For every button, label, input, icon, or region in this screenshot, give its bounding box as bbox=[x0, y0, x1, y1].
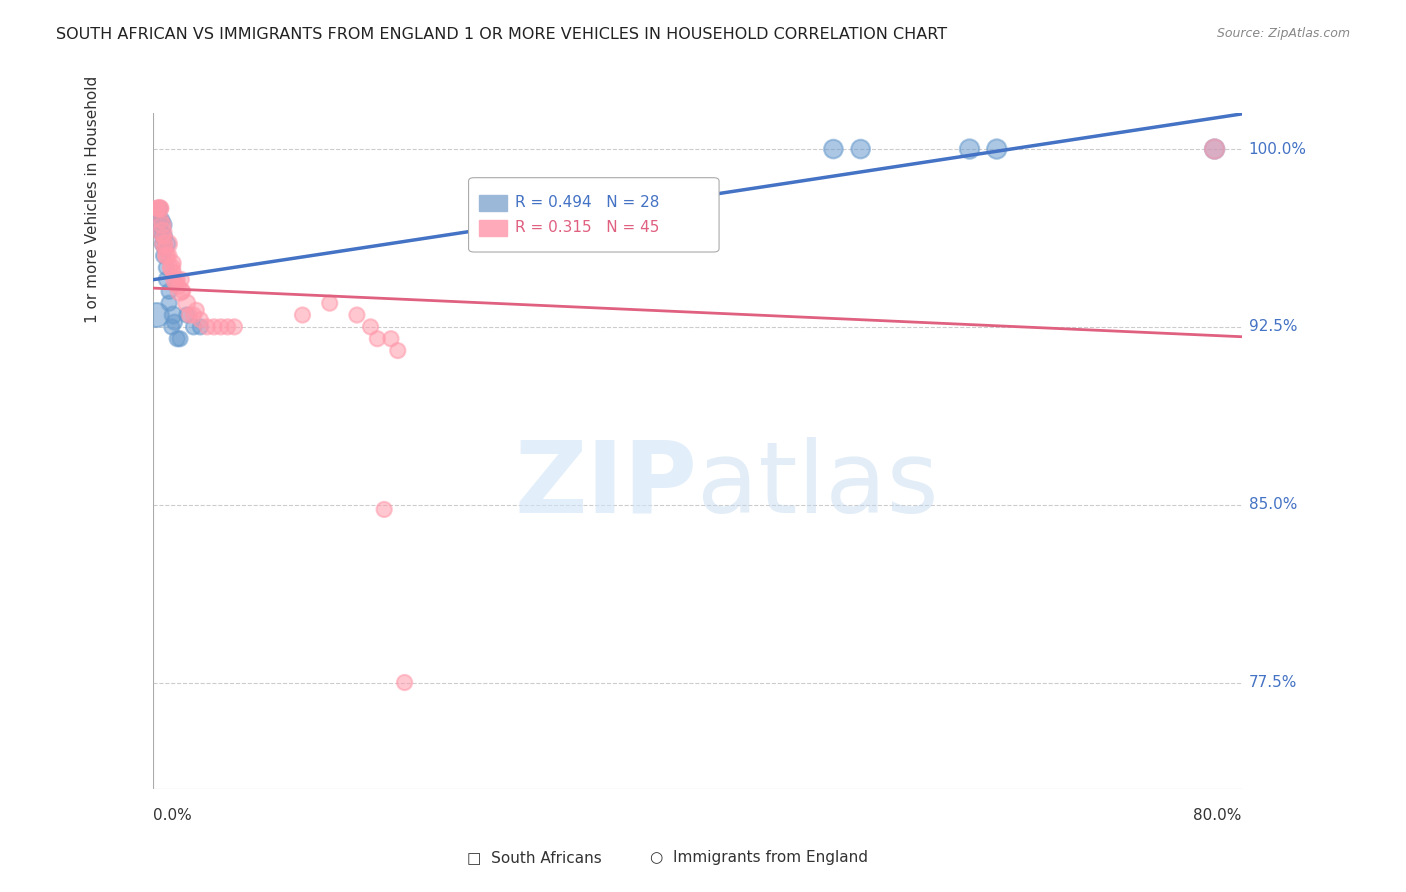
Point bbox=[373, 502, 395, 516]
Point bbox=[152, 236, 174, 251]
Point bbox=[224, 319, 246, 334]
FancyBboxPatch shape bbox=[468, 178, 718, 252]
Point bbox=[172, 285, 194, 299]
Point bbox=[394, 675, 416, 690]
Point bbox=[366, 332, 388, 346]
Point bbox=[165, 277, 187, 292]
Point bbox=[148, 213, 170, 227]
Point bbox=[179, 308, 201, 322]
Point bbox=[150, 218, 173, 232]
Point bbox=[146, 202, 169, 216]
Text: ○  Immigrants from England: ○ Immigrants from England bbox=[650, 850, 869, 865]
Point bbox=[155, 260, 177, 275]
Point bbox=[849, 142, 872, 156]
Point bbox=[380, 332, 402, 346]
Point bbox=[167, 279, 190, 293]
Text: 80.0%: 80.0% bbox=[1194, 808, 1241, 823]
Point bbox=[148, 202, 170, 216]
Point bbox=[148, 202, 170, 216]
Point bbox=[156, 236, 179, 251]
Point bbox=[166, 272, 188, 286]
Point bbox=[176, 308, 198, 322]
Point bbox=[157, 285, 180, 299]
Point bbox=[148, 202, 170, 216]
Point bbox=[157, 249, 180, 263]
Point bbox=[150, 218, 173, 232]
Point bbox=[202, 319, 225, 334]
Point bbox=[209, 319, 232, 334]
Text: R = 0.494   N = 28: R = 0.494 N = 28 bbox=[516, 195, 659, 211]
Point bbox=[155, 249, 177, 263]
Point bbox=[169, 285, 191, 299]
Point bbox=[146, 308, 169, 322]
Text: 100.0%: 100.0% bbox=[1249, 142, 1306, 157]
Point bbox=[162, 265, 184, 279]
Point bbox=[190, 319, 212, 334]
Point bbox=[959, 142, 981, 156]
Point bbox=[217, 319, 239, 334]
Point bbox=[1204, 142, 1226, 156]
Text: R = 0.315   N = 45: R = 0.315 N = 45 bbox=[516, 220, 659, 235]
Point bbox=[157, 296, 180, 310]
Point bbox=[155, 272, 177, 286]
Point bbox=[156, 236, 179, 251]
Point bbox=[152, 229, 174, 244]
Point bbox=[986, 142, 1008, 156]
Text: ZIP: ZIP bbox=[515, 436, 697, 533]
Point bbox=[163, 315, 186, 329]
Point bbox=[346, 308, 368, 322]
Text: 92.5%: 92.5% bbox=[1249, 319, 1298, 334]
Point bbox=[319, 296, 342, 310]
Point bbox=[183, 319, 205, 334]
Point bbox=[150, 225, 173, 239]
Point bbox=[169, 332, 191, 346]
Point bbox=[195, 319, 218, 334]
Point bbox=[155, 249, 177, 263]
FancyBboxPatch shape bbox=[479, 219, 506, 236]
Point bbox=[162, 256, 184, 270]
Point bbox=[190, 312, 212, 326]
Point bbox=[149, 225, 172, 239]
Point bbox=[166, 332, 188, 346]
Point bbox=[152, 229, 174, 244]
Point bbox=[360, 319, 382, 334]
Point bbox=[1204, 142, 1226, 156]
Point bbox=[160, 319, 183, 334]
Point bbox=[176, 296, 198, 310]
Point bbox=[149, 213, 172, 227]
Text: atlas: atlas bbox=[697, 436, 939, 533]
Text: Source: ZipAtlas.com: Source: ZipAtlas.com bbox=[1216, 27, 1350, 40]
Point bbox=[291, 308, 314, 322]
Point bbox=[163, 272, 186, 286]
Text: 85.0%: 85.0% bbox=[1249, 497, 1296, 512]
Point bbox=[823, 142, 845, 156]
Point bbox=[183, 308, 205, 322]
Point bbox=[150, 236, 173, 251]
Point bbox=[186, 303, 208, 318]
Text: 77.5%: 77.5% bbox=[1249, 675, 1296, 690]
FancyBboxPatch shape bbox=[479, 194, 506, 211]
Point bbox=[153, 242, 176, 256]
Point bbox=[170, 272, 193, 286]
Point bbox=[149, 202, 172, 216]
Point bbox=[149, 213, 172, 227]
Point bbox=[387, 343, 409, 358]
Point bbox=[160, 260, 183, 275]
Point bbox=[162, 308, 184, 322]
Text: 1 or more Vehicles in Household: 1 or more Vehicles in Household bbox=[86, 76, 100, 323]
Text: SOUTH AFRICAN VS IMMIGRANTS FROM ENGLAND 1 OR MORE VEHICLES IN HOUSEHOLD CORRELA: SOUTH AFRICAN VS IMMIGRANTS FROM ENGLAND… bbox=[56, 27, 948, 42]
Text: □  South Africans: □ South Africans bbox=[467, 850, 602, 865]
Text: 0.0%: 0.0% bbox=[153, 808, 191, 823]
Point bbox=[159, 260, 181, 275]
Point bbox=[152, 249, 174, 263]
Point bbox=[153, 242, 176, 256]
